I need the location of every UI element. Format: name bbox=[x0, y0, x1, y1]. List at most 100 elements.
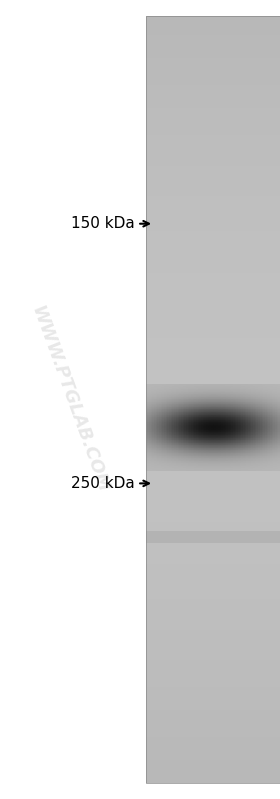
Bar bbox=[146, 85, 280, 89]
Bar bbox=[146, 227, 280, 231]
Bar bbox=[146, 733, 280, 737]
Bar bbox=[146, 542, 280, 545]
Bar bbox=[146, 476, 280, 480]
Bar bbox=[146, 499, 280, 503]
Bar bbox=[146, 372, 280, 376]
Bar bbox=[146, 257, 280, 261]
Bar bbox=[146, 591, 280, 595]
Bar bbox=[146, 54, 280, 58]
Bar bbox=[146, 423, 280, 427]
Bar bbox=[146, 216, 280, 219]
Bar bbox=[146, 319, 280, 323]
Bar bbox=[146, 576, 280, 580]
Bar bbox=[146, 779, 280, 783]
Bar bbox=[146, 46, 280, 50]
Bar bbox=[146, 70, 280, 74]
Bar bbox=[146, 292, 280, 296]
Bar bbox=[146, 587, 280, 591]
Bar bbox=[146, 365, 280, 369]
Bar bbox=[146, 756, 280, 760]
Bar bbox=[146, 43, 280, 46]
Bar bbox=[146, 112, 280, 116]
Bar bbox=[146, 595, 280, 599]
Bar bbox=[146, 242, 280, 246]
Bar bbox=[146, 468, 280, 472]
Bar bbox=[146, 315, 280, 319]
Bar bbox=[146, 438, 280, 442]
Bar bbox=[146, 308, 280, 312]
Bar bbox=[146, 353, 280, 357]
Bar bbox=[146, 472, 280, 476]
Bar bbox=[146, 250, 280, 254]
Bar bbox=[146, 384, 280, 388]
Bar bbox=[146, 288, 280, 292]
Bar bbox=[146, 772, 280, 775]
Bar bbox=[146, 599, 280, 602]
Text: WWW.PTGLAB.COM: WWW.PTGLAB.COM bbox=[28, 304, 112, 495]
Bar bbox=[146, 407, 280, 411]
Bar bbox=[146, 610, 280, 614]
Bar bbox=[146, 265, 280, 269]
Text: 250 kDa: 250 kDa bbox=[71, 476, 134, 491]
Bar bbox=[146, 169, 280, 173]
Bar bbox=[146, 553, 280, 557]
Bar bbox=[146, 380, 280, 384]
Bar bbox=[146, 219, 280, 223]
Bar bbox=[146, 446, 280, 449]
Bar bbox=[146, 24, 280, 27]
Bar bbox=[146, 503, 280, 507]
Bar bbox=[146, 511, 280, 515]
Bar bbox=[146, 269, 280, 273]
Bar bbox=[146, 74, 280, 78]
Bar bbox=[146, 223, 280, 227]
Bar bbox=[146, 683, 280, 687]
Bar bbox=[146, 419, 280, 423]
Bar bbox=[146, 687, 280, 691]
Bar bbox=[146, 16, 280, 20]
Bar bbox=[146, 561, 280, 564]
Bar bbox=[146, 27, 280, 31]
Bar bbox=[146, 276, 280, 280]
Bar bbox=[146, 231, 280, 235]
Bar bbox=[146, 392, 280, 396]
Bar bbox=[146, 246, 280, 250]
Bar bbox=[146, 62, 280, 66]
Bar bbox=[146, 614, 280, 618]
Bar bbox=[146, 760, 280, 764]
Bar bbox=[146, 638, 280, 641]
Bar bbox=[146, 346, 280, 350]
Bar bbox=[146, 714, 280, 718]
Bar bbox=[146, 775, 280, 779]
Bar bbox=[146, 150, 280, 154]
Bar bbox=[146, 123, 280, 127]
Text: 150 kDa: 150 kDa bbox=[71, 217, 134, 231]
Bar bbox=[146, 369, 280, 372]
Bar bbox=[146, 323, 280, 327]
Bar bbox=[146, 737, 280, 741]
Bar bbox=[146, 564, 280, 568]
Bar bbox=[146, 411, 280, 415]
Bar bbox=[146, 484, 280, 487]
Bar bbox=[146, 645, 280, 649]
Bar bbox=[146, 101, 280, 104]
Bar bbox=[146, 545, 280, 549]
Bar bbox=[146, 698, 280, 702]
Bar bbox=[146, 653, 280, 657]
Bar bbox=[146, 741, 280, 745]
Bar bbox=[146, 376, 280, 380]
Bar bbox=[146, 300, 280, 304]
Bar bbox=[146, 583, 280, 587]
Bar bbox=[146, 495, 280, 499]
Bar bbox=[146, 649, 280, 653]
Bar bbox=[146, 208, 280, 212]
Bar bbox=[146, 50, 280, 54]
Bar bbox=[146, 745, 280, 749]
Bar bbox=[146, 158, 280, 161]
Bar bbox=[146, 749, 280, 753]
Bar bbox=[146, 35, 280, 39]
Bar bbox=[146, 691, 280, 695]
Bar bbox=[146, 235, 280, 238]
Bar bbox=[146, 676, 280, 679]
Bar bbox=[146, 519, 280, 523]
Bar bbox=[146, 189, 280, 193]
